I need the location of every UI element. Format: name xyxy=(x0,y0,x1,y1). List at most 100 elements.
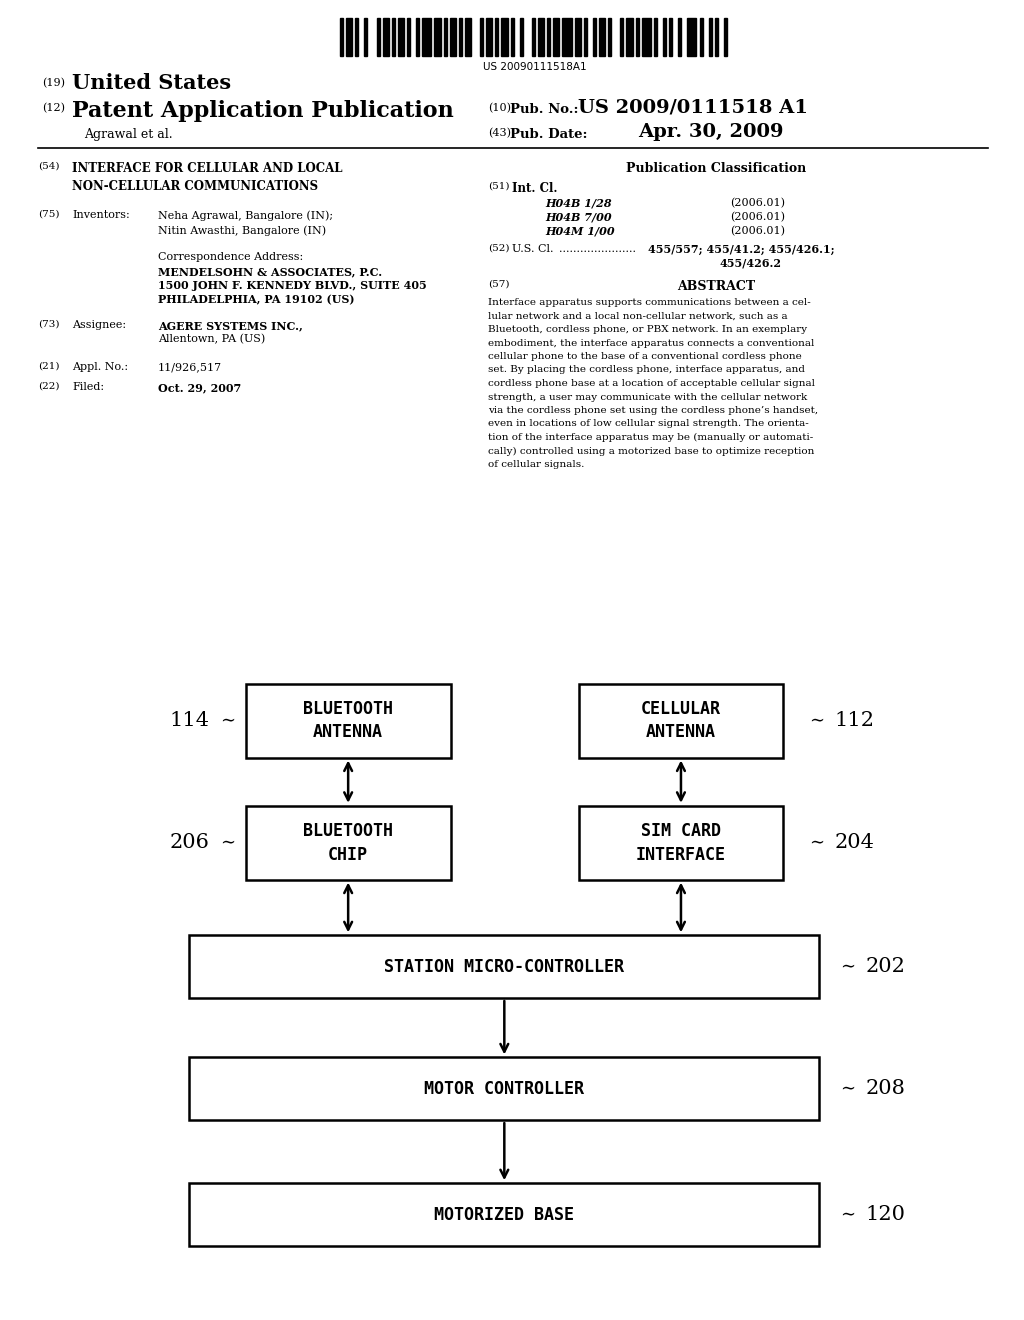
Text: (75): (75) xyxy=(38,210,59,219)
Bar xyxy=(496,18,499,55)
Bar xyxy=(486,18,493,55)
Bar xyxy=(669,18,672,55)
Bar xyxy=(365,18,368,55)
Text: 455/557; 455/41.2; 455/426.1;: 455/557; 455/41.2; 455/426.1; xyxy=(648,244,835,255)
FancyBboxPatch shape xyxy=(189,935,819,998)
Text: (51): (51) xyxy=(488,182,510,191)
Text: Oct. 29, 2007: Oct. 29, 2007 xyxy=(158,381,242,393)
Bar xyxy=(699,18,702,55)
Bar xyxy=(459,18,462,55)
Text: (12): (12) xyxy=(42,103,65,114)
Text: Pub. No.:: Pub. No.: xyxy=(510,103,579,116)
Text: ABSTRACT: ABSTRACT xyxy=(677,280,755,293)
Bar xyxy=(663,18,666,55)
Text: AGERE SYSTEMS INC.,: AGERE SYSTEMS INC., xyxy=(158,319,303,331)
Text: lular network and a local non-cellular network, such as a: lular network and a local non-cellular n… xyxy=(488,312,787,321)
Text: 11/926,517: 11/926,517 xyxy=(158,362,222,372)
Bar xyxy=(599,18,605,55)
Text: Patent Application Publication: Patent Application Publication xyxy=(72,100,454,121)
Bar xyxy=(538,18,544,55)
Text: cellular phone to the base of a conventional cordless phone: cellular phone to the base of a conventi… xyxy=(488,352,802,360)
Text: Correspondence Address:: Correspondence Address: xyxy=(158,252,303,261)
FancyBboxPatch shape xyxy=(579,684,783,758)
Text: 120: 120 xyxy=(865,1205,905,1224)
Text: Bluetooth, cordless phone, or PBX network. In an exemplary: Bluetooth, cordless phone, or PBX networ… xyxy=(488,325,807,334)
Bar xyxy=(450,18,456,55)
Bar xyxy=(627,18,633,55)
Bar xyxy=(502,18,508,55)
FancyBboxPatch shape xyxy=(246,684,451,758)
Text: 1500 JOHN F. KENNEDY BLVD., SUITE 405: 1500 JOHN F. KENNEDY BLVD., SUITE 405 xyxy=(158,280,427,290)
Text: H04B 7/00: H04B 7/00 xyxy=(545,213,611,223)
Text: 208: 208 xyxy=(865,1080,905,1098)
Bar xyxy=(346,18,352,55)
Text: (21): (21) xyxy=(38,362,59,371)
Bar xyxy=(687,18,696,55)
Text: MOTOR CONTROLLER: MOTOR CONTROLLER xyxy=(424,1080,585,1098)
Text: (73): (73) xyxy=(38,319,59,329)
Bar xyxy=(547,18,550,55)
Text: ∼: ∼ xyxy=(220,711,236,730)
Bar xyxy=(443,18,446,55)
Text: (2006.01): (2006.01) xyxy=(730,198,785,209)
Text: (54): (54) xyxy=(38,162,59,172)
Bar xyxy=(392,18,395,55)
Text: Neha Agrawal, Bangalore (IN);: Neha Agrawal, Bangalore (IN); xyxy=(158,210,333,220)
Text: tion of the interface apparatus may be (manually or automati-: tion of the interface apparatus may be (… xyxy=(488,433,813,442)
Text: embodiment, the interface apparatus connects a conventional: embodiment, the interface apparatus conn… xyxy=(488,338,814,347)
Text: MENDELSOHN & ASSOCIATES, P.C.: MENDELSOHN & ASSOCIATES, P.C. xyxy=(158,267,382,277)
Text: INTERFACE FOR CELLULAR AND LOCAL
NON-CELLULAR COMMUNICATIONS: INTERFACE FOR CELLULAR AND LOCAL NON-CEL… xyxy=(72,162,342,193)
Bar xyxy=(608,18,611,55)
Bar xyxy=(584,18,587,55)
FancyBboxPatch shape xyxy=(189,1183,819,1246)
Text: Assignee:: Assignee: xyxy=(72,319,126,330)
Bar xyxy=(434,18,440,55)
Text: 455/426.2: 455/426.2 xyxy=(720,257,782,269)
Text: (2006.01): (2006.01) xyxy=(730,226,785,236)
Bar xyxy=(678,18,681,55)
Bar xyxy=(383,18,389,55)
Text: set. By placing the cordless phone, interface apparatus, and: set. By placing the cordless phone, inte… xyxy=(488,366,805,375)
Text: (19): (19) xyxy=(42,78,65,88)
Bar xyxy=(642,18,651,55)
Text: Int. Cl.: Int. Cl. xyxy=(512,182,557,195)
Text: BLUETOOTH
CHIP: BLUETOOTH CHIP xyxy=(303,822,393,863)
Text: MOTORIZED BASE: MOTORIZED BASE xyxy=(434,1205,574,1224)
Text: 202: 202 xyxy=(865,957,905,977)
Bar xyxy=(465,18,471,55)
Bar xyxy=(593,18,596,55)
Text: cordless phone base at a location of acceptable cellular signal: cordless phone base at a location of acc… xyxy=(488,379,815,388)
Bar xyxy=(520,18,523,55)
Bar xyxy=(398,18,404,55)
FancyBboxPatch shape xyxy=(189,1057,819,1121)
Bar xyxy=(531,18,535,55)
Text: Nitin Awasthi, Bangalore (IN): Nitin Awasthi, Bangalore (IN) xyxy=(158,224,326,235)
Text: ∼: ∼ xyxy=(840,957,855,975)
Text: (2006.01): (2006.01) xyxy=(730,213,785,222)
Text: 112: 112 xyxy=(835,711,874,730)
Text: US 20090111518A1: US 20090111518A1 xyxy=(483,62,587,73)
Bar xyxy=(422,18,431,55)
Bar xyxy=(553,18,559,55)
Text: (57): (57) xyxy=(488,280,510,289)
Text: H04M 1/00: H04M 1/00 xyxy=(545,226,614,238)
Text: US 2009/0111518 A1: US 2009/0111518 A1 xyxy=(578,99,808,117)
Bar xyxy=(407,18,410,55)
Bar xyxy=(511,18,514,55)
Text: ∼: ∼ xyxy=(809,834,824,851)
Bar xyxy=(340,18,343,55)
Text: BLUETOOTH
ANTENNA: BLUETOOTH ANTENNA xyxy=(303,700,393,742)
Text: PHILADELPHIA, PA 19102 (US): PHILADELPHIA, PA 19102 (US) xyxy=(158,294,354,305)
Text: Interface apparatus supports communications between a cel-: Interface apparatus supports communicati… xyxy=(488,298,811,308)
Text: Apr. 30, 2009: Apr. 30, 2009 xyxy=(638,123,783,141)
Bar xyxy=(621,18,624,55)
Bar xyxy=(574,18,581,55)
Text: 114: 114 xyxy=(170,711,210,730)
Text: Inventors:: Inventors: xyxy=(72,210,130,220)
Text: United States: United States xyxy=(72,73,231,92)
Text: cally) controlled using a motorized base to optimize reception: cally) controlled using a motorized base… xyxy=(488,446,814,455)
Bar xyxy=(709,18,712,55)
Text: SIM CARD
INTERFACE: SIM CARD INTERFACE xyxy=(636,822,726,863)
Text: via the cordless phone set using the cordless phone’s handset,: via the cordless phone set using the cor… xyxy=(488,407,818,414)
Text: (10): (10) xyxy=(488,103,511,114)
